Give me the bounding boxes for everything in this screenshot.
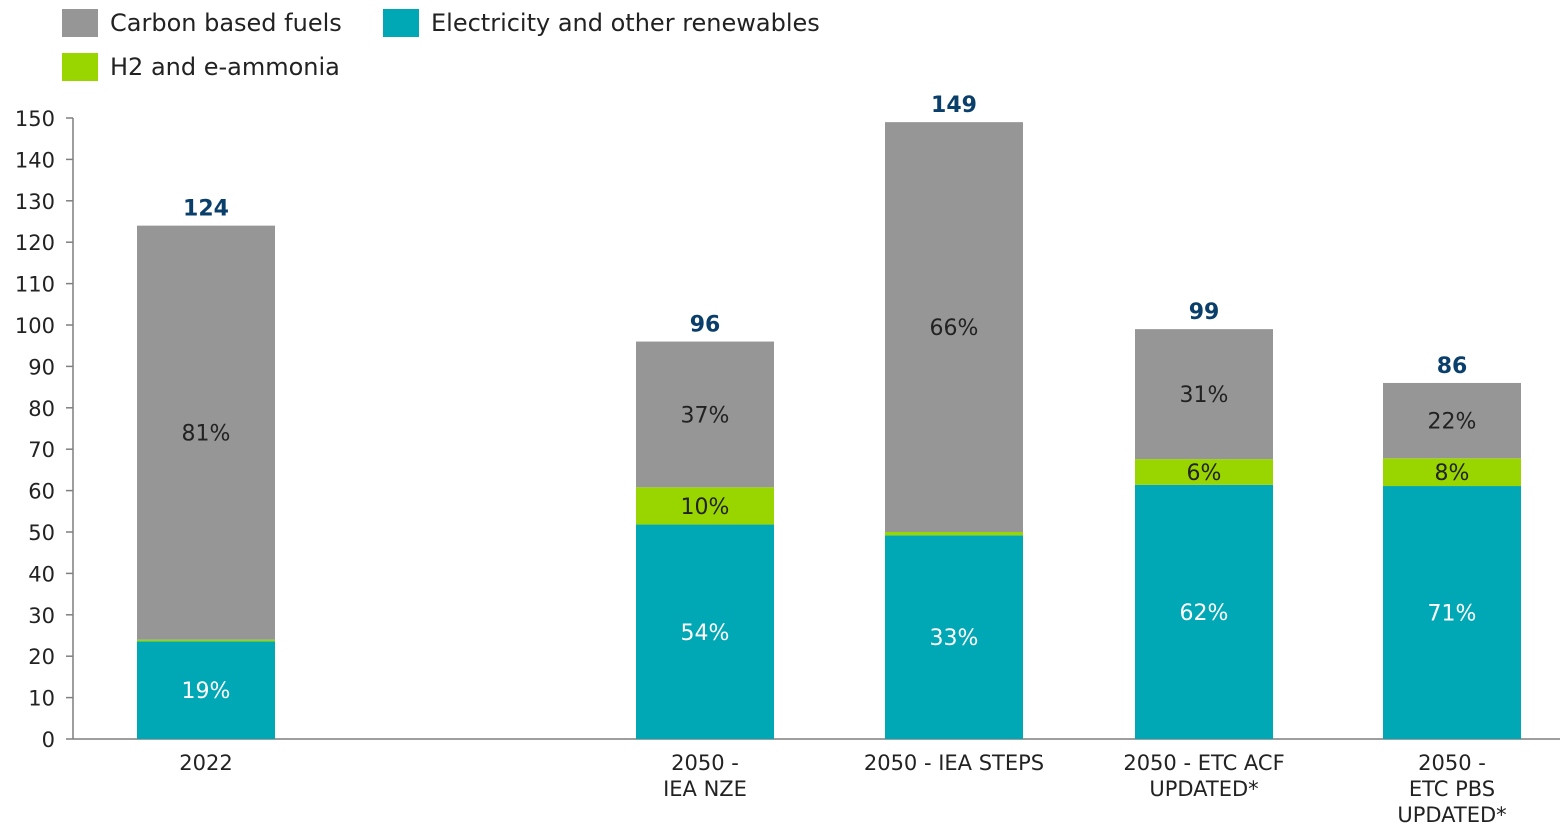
x-category-label: IEA NZE (663, 777, 747, 801)
bar-segment-label: 66% (930, 316, 979, 341)
bar-segment-h2 (1383, 458, 1521, 487)
x-category-label: 2050 - ETC ACF (1123, 751, 1284, 775)
y-tick-label: 150 (15, 107, 55, 131)
y-tick-label: 40 (28, 562, 55, 586)
y-tick-label: 100 (15, 314, 55, 338)
bar-segment-carbon (137, 225, 275, 640)
bar-segment-h2 (636, 487, 774, 525)
bar-segment-label: 10% (681, 495, 730, 520)
bar-segment-carbon (885, 122, 1023, 532)
legend-label-carbon: Carbon based fuels (110, 9, 342, 37)
legend-item-electricity: Electricity and other renewables (383, 9, 820, 37)
legend-item-h2: H2 and e-ammonia (62, 53, 340, 81)
bar-segment-electricity (1135, 484, 1273, 739)
y-tick-label: 110 (15, 273, 55, 297)
y-tick-label: 60 (28, 480, 55, 504)
x-category-label: ETC PBS (1409, 777, 1495, 801)
bar-total-label: 99 (1189, 300, 1220, 325)
legend-swatch-h2 (62, 53, 98, 81)
bar-segment-carbon (1135, 329, 1273, 460)
bar-segment-electricity (137, 641, 275, 739)
bar-segment-label: 22% (1428, 410, 1477, 435)
y-tick-label: 70 (28, 438, 55, 462)
bar-segment-h2 (885, 532, 1023, 536)
legend-swatch-electricity (383, 9, 419, 37)
bar-segment-electricity (1383, 486, 1521, 739)
chart-legend: Carbon based fuels Electricity and other… (0, 0, 1000, 100)
y-tick-label: 140 (15, 148, 55, 172)
bar-segment-label: 6% (1187, 461, 1222, 486)
x-category-label: 2050 - (1418, 751, 1486, 775)
y-tick-label: 30 (28, 604, 55, 628)
bar-segment-label: 62% (1180, 601, 1229, 626)
x-category-label: 2022 (179, 751, 232, 775)
bar-segment-label: 54% (681, 621, 730, 646)
y-tick-label: 120 (15, 231, 55, 255)
y-tick-label: 90 (28, 355, 55, 379)
x-category-label: UPDATED* (1397, 803, 1506, 827)
bar-total-label: 124 (183, 197, 229, 222)
legend-label-h2: H2 and e-ammonia (110, 53, 340, 81)
bar-segment-label: 33% (930, 626, 979, 651)
legend-swatch-carbon (62, 9, 98, 37)
x-category-label: 2050 - IEA STEPS (864, 751, 1044, 775)
bar-total-label: 86 (1437, 354, 1468, 379)
x-category-label: UPDATED* (1149, 777, 1258, 801)
legend-label-electricity: Electricity and other renewables (431, 9, 820, 37)
y-tick-label: 20 (28, 645, 55, 669)
bar-segment-label: 31% (1180, 383, 1229, 408)
bar-segment-label: 37% (681, 403, 730, 428)
y-tick-label: 80 (28, 397, 55, 421)
bar-segment-label: 19% (182, 679, 231, 704)
y-tick-label: 130 (15, 190, 55, 214)
legend-item-carbon-based-fuels: Carbon based fuels (62, 9, 342, 37)
bar-segment-h2 (1135, 459, 1273, 485)
bar-segment-h2 (137, 639, 275, 642)
y-tick-label: 10 (28, 687, 55, 711)
bar-total-label: 149 (931, 93, 977, 118)
bar-segment-label: 81% (182, 422, 231, 447)
bar-total-label: 96 (690, 313, 721, 338)
x-category-label: 2050 - (671, 751, 739, 775)
y-tick-label: 0 (42, 728, 55, 752)
y-tick-label: 50 (28, 521, 55, 545)
bar-segment-carbon (1383, 382, 1521, 459)
bar-segment-carbon (636, 341, 774, 488)
bar-segment-electricity (885, 535, 1023, 739)
bar-segment-label: 8% (1435, 461, 1470, 486)
bar-segment-label: 71% (1428, 602, 1477, 627)
bar-segment-electricity (636, 524, 774, 739)
